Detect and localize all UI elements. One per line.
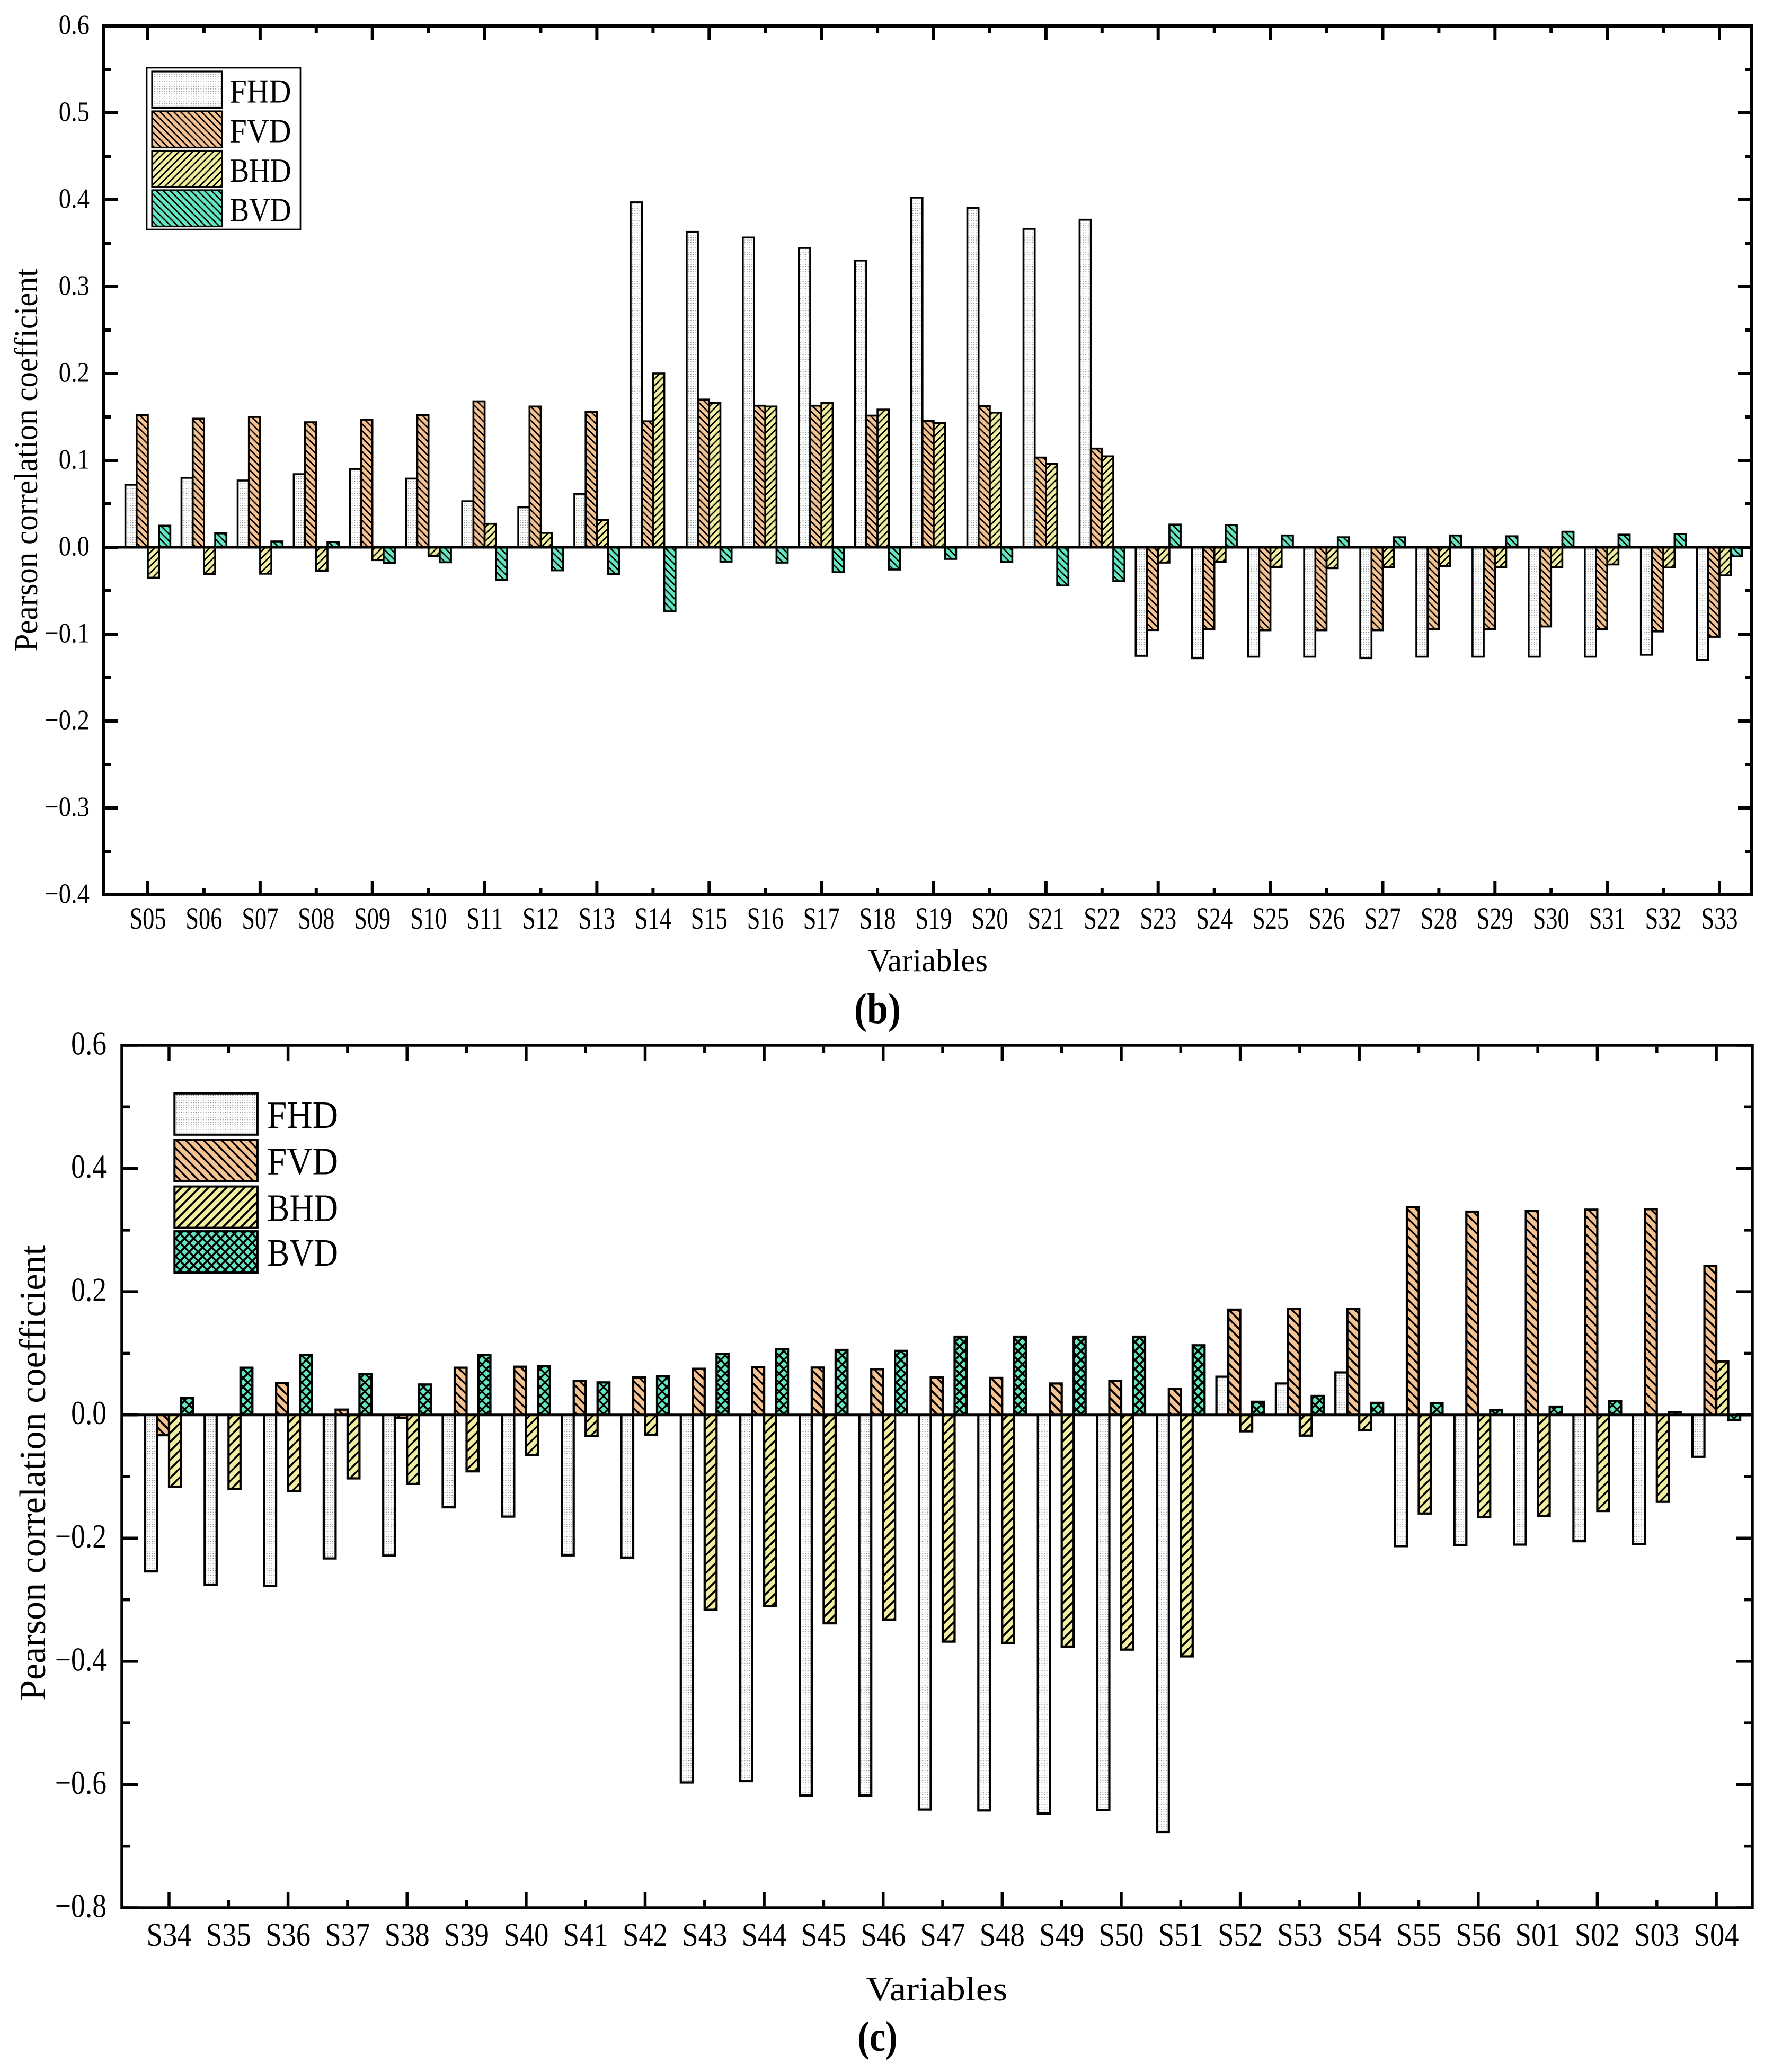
svg-text:S29: S29 <box>1477 901 1513 936</box>
svg-text:S40: S40 <box>503 1917 548 1953</box>
svg-text:Variables: Variables <box>866 1970 1008 2008</box>
svg-text:S02: S02 <box>1575 1917 1620 1953</box>
svg-text:S16: S16 <box>747 901 784 936</box>
svg-text:S37: S37 <box>325 1917 370 1953</box>
svg-text:S25: S25 <box>1252 901 1289 936</box>
svg-text:S38: S38 <box>385 1917 430 1953</box>
svg-text:S07: S07 <box>242 901 278 936</box>
svg-text:S10: S10 <box>410 901 447 936</box>
svg-text:S28: S28 <box>1421 901 1457 936</box>
svg-text:S23: S23 <box>1140 901 1176 936</box>
svg-text:0.4: 0.4 <box>59 184 90 215</box>
svg-text:−0.2: −0.2 <box>55 1518 107 1555</box>
svg-text:S44: S44 <box>742 1917 787 1953</box>
svg-text:FHD: FHD <box>267 1093 338 1136</box>
svg-text:S54: S54 <box>1337 1917 1382 1953</box>
svg-text:S56: S56 <box>1456 1917 1501 1953</box>
svg-text:0.3: 0.3 <box>59 271 90 301</box>
svg-text:S17: S17 <box>803 901 840 936</box>
svg-text:S47: S47 <box>920 1917 965 1953</box>
svg-text:S50: S50 <box>1099 1917 1144 1953</box>
svg-text:S14: S14 <box>635 901 671 936</box>
svg-text:FVD: FVD <box>230 113 291 150</box>
svg-text:S51: S51 <box>1158 1917 1203 1953</box>
svg-text:Variables: Variables <box>868 943 988 978</box>
svg-text:−0.4: −0.4 <box>55 1641 107 1678</box>
svg-text:S33: S33 <box>1701 901 1738 936</box>
svg-text:Pearson correlation coefficien: Pearson correlation coefficient <box>8 269 45 652</box>
svg-text:S53: S53 <box>1277 1917 1322 1953</box>
svg-text:FVD: FVD <box>267 1140 338 1183</box>
svg-text:Pearson correlation coefficien: Pearson correlation coefficient <box>13 1244 54 1701</box>
svg-text:S24: S24 <box>1196 901 1233 936</box>
svg-text:S35: S35 <box>206 1917 251 1953</box>
svg-text:BVD: BVD <box>267 1231 338 1274</box>
svg-text:S04: S04 <box>1694 1917 1739 1953</box>
svg-text:S42: S42 <box>623 1917 668 1953</box>
svg-text:0.6: 0.6 <box>59 10 90 41</box>
svg-text:S19: S19 <box>916 901 952 936</box>
svg-text:S15: S15 <box>691 901 728 936</box>
svg-text:S41: S41 <box>563 1917 608 1953</box>
svg-text:S36: S36 <box>265 1917 311 1953</box>
svg-text:−0.6: −0.6 <box>55 1764 107 1801</box>
svg-text:0.5: 0.5 <box>59 97 90 128</box>
svg-text:BHD: BHD <box>230 152 291 189</box>
svg-text:0.1: 0.1 <box>59 444 90 475</box>
svg-text:0.2: 0.2 <box>71 1271 107 1309</box>
svg-text:−0.1: −0.1 <box>45 618 90 649</box>
svg-text:S46: S46 <box>861 1917 906 1953</box>
svg-text:S34: S34 <box>147 1917 192 1953</box>
svg-text:0.2: 0.2 <box>59 358 90 388</box>
svg-text:S55: S55 <box>1396 1917 1441 1953</box>
svg-text:S08: S08 <box>298 901 334 936</box>
svg-text:0.4: 0.4 <box>71 1148 107 1185</box>
svg-text:−0.4: −0.4 <box>45 879 90 910</box>
svg-text:S52: S52 <box>1218 1917 1263 1953</box>
svg-text:S48: S48 <box>980 1917 1025 1953</box>
svg-text:S12: S12 <box>522 901 559 936</box>
svg-text:S49: S49 <box>1039 1917 1084 1953</box>
svg-text:(b): (b) <box>854 984 901 1033</box>
svg-text:S09: S09 <box>354 901 391 936</box>
svg-text:BHD: BHD <box>267 1187 338 1230</box>
svg-text:S32: S32 <box>1645 901 1682 936</box>
svg-text:S30: S30 <box>1533 901 1570 936</box>
svg-text:S26: S26 <box>1308 901 1345 936</box>
svg-text:S21: S21 <box>1027 901 1064 936</box>
svg-text:S45: S45 <box>801 1917 846 1953</box>
svg-text:S06: S06 <box>185 901 222 936</box>
svg-text:S22: S22 <box>1084 901 1120 936</box>
svg-text:S27: S27 <box>1364 901 1401 936</box>
svg-text:FHD: FHD <box>230 73 291 110</box>
svg-text:0.0: 0.0 <box>71 1394 107 1431</box>
svg-text:S31: S31 <box>1589 901 1626 936</box>
svg-text:(c): (c) <box>858 2013 898 2060</box>
svg-text:0.0: 0.0 <box>59 531 90 562</box>
svg-text:S01: S01 <box>1515 1917 1561 1953</box>
svg-text:−0.3: −0.3 <box>45 792 90 823</box>
svg-text:S43: S43 <box>682 1917 727 1953</box>
svg-text:S05: S05 <box>130 901 166 936</box>
svg-text:S13: S13 <box>579 901 615 936</box>
svg-text:−0.8: −0.8 <box>55 1888 107 1925</box>
svg-text:S39: S39 <box>444 1917 489 1953</box>
svg-text:−0.2: −0.2 <box>45 705 90 736</box>
svg-text:S20: S20 <box>972 901 1008 936</box>
svg-text:S03: S03 <box>1634 1917 1679 1953</box>
svg-text:S18: S18 <box>859 901 896 936</box>
svg-text:S11: S11 <box>466 901 503 936</box>
svg-text:BVD: BVD <box>230 192 291 229</box>
svg-text:0.6: 0.6 <box>71 1025 107 1062</box>
